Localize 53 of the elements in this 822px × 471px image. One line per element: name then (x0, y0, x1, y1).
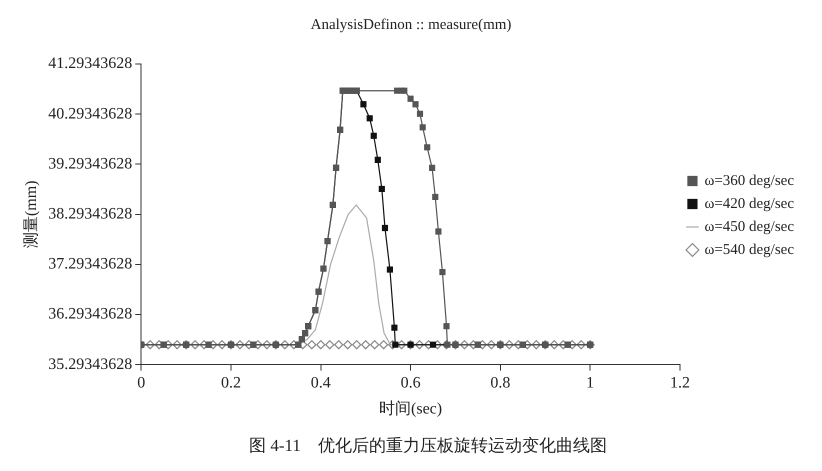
x-tick-label: 0.4 (310, 374, 331, 392)
chart-title: AnalysisDefinon :: measure(mm) (310, 16, 512, 33)
point (429, 164, 436, 171)
point (420, 124, 426, 130)
point (443, 323, 450, 330)
point (374, 156, 381, 163)
point (370, 132, 377, 139)
legend-label: ω=540 deg/sec (704, 242, 794, 258)
y-tick-label: 35.29343628 (48, 356, 132, 373)
point (307, 340, 316, 350)
x-tick-label: 0.6 (400, 374, 421, 392)
point (382, 224, 388, 232)
point (366, 115, 373, 122)
point (379, 340, 388, 350)
x-tick-label: 1 (586, 374, 594, 392)
point (325, 340, 334, 350)
point (392, 342, 398, 348)
y-tick-label: 39.29343628 (48, 155, 132, 172)
point (444, 342, 450, 348)
point (352, 340, 362, 350)
point (391, 324, 398, 331)
y-tick-label: 37.29343628 (48, 256, 132, 273)
y-axis-title: 测量(mm) (22, 180, 40, 248)
point (416, 110, 424, 117)
point (360, 101, 367, 108)
y-tick-label: 41.29343628 (48, 55, 132, 72)
x-axis-title: 时间(sec) (379, 400, 442, 418)
legend-label: ω=420 deg/sec (704, 196, 794, 212)
point (435, 228, 442, 235)
x-tick-label: 0.8 (490, 374, 510, 392)
caption: 图 4-11 优化后的重力压板旋转运动变化曲线图 (249, 436, 607, 455)
y-tick-label: 38.29343628 (48, 206, 132, 223)
point (439, 269, 446, 276)
y-tick-label: 36.29343628 (48, 306, 132, 323)
point (334, 340, 344, 350)
x-tick-label: 1.2 (670, 374, 690, 392)
legend-label: ω=450 deg/sec (704, 218, 794, 235)
point (316, 340, 326, 350)
point (343, 340, 352, 350)
x-tick-label: 0 (137, 374, 146, 392)
point (407, 96, 414, 102)
legend-label: ω=360 deg/sec (704, 172, 794, 189)
x-tick-label: 0.2 (220, 374, 241, 392)
point (430, 342, 436, 348)
point (432, 194, 438, 200)
y-tick-label: 40.29343628 (48, 105, 132, 122)
point (386, 266, 393, 273)
point (412, 101, 419, 108)
point (401, 88, 408, 94)
point (361, 340, 370, 350)
point (370, 340, 380, 350)
point (378, 186, 385, 192)
point (424, 144, 430, 150)
